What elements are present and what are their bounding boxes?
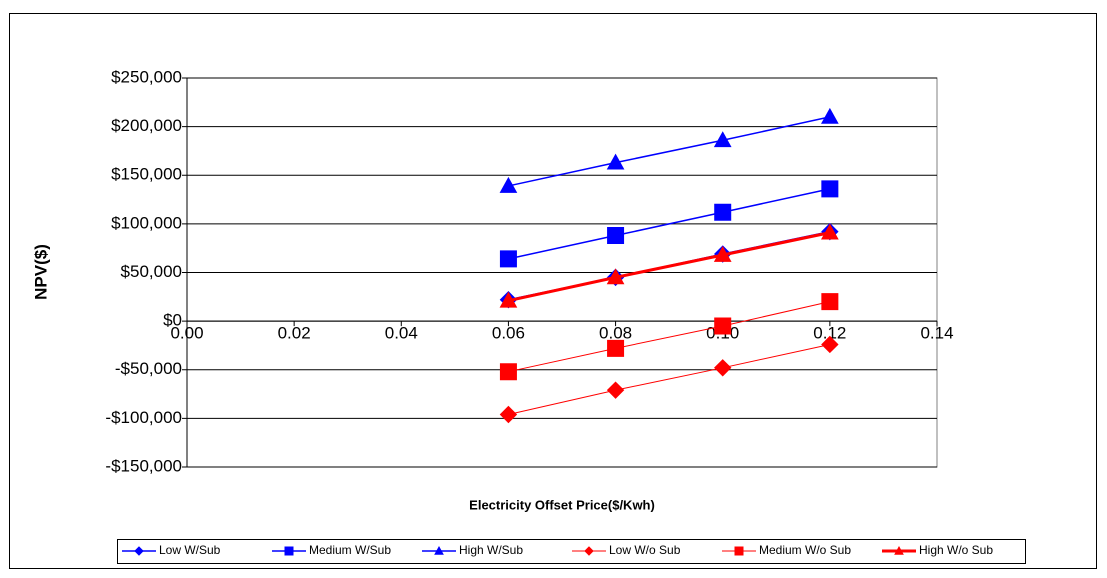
x-tick-label: 0.02 [278,324,311,343]
legend-marker [284,546,294,556]
data-point [606,268,625,285]
series-line [508,188,831,260]
data-point [821,335,839,354]
legend-marker [134,546,144,556]
y-tick-label: -$150,000 [105,456,182,475]
series-line [508,343,830,415]
data-point [714,203,732,221]
data-point [606,153,625,170]
data-point [713,131,732,148]
data-point [714,317,732,335]
data-point [607,227,625,245]
data-point [606,381,625,399]
y-tick-label: $50,000 [121,262,182,281]
legend-label: High W/o Sub [919,543,993,557]
data-point [499,176,518,193]
data-point [499,250,517,268]
legend-label: Medium W/Sub [309,543,391,557]
legend-box [117,539,1026,564]
y-tick-label: $250,000 [111,67,182,86]
legend-label: Medium W/o Sub [759,543,851,557]
data-point [713,245,732,262]
y-tick-label: $200,000 [111,116,182,135]
y-axis-title: NPV($) [31,244,50,300]
x-tick-label: 0.14 [920,324,953,343]
x-axis-title: Electricity Offset Price($/Kwh) [469,497,655,512]
y-tick-label: $150,000 [111,165,182,184]
y-tick-label: $0 [163,311,182,330]
y-tick-label: -$50,000 [115,359,182,378]
legend-label: Low W/Sub [159,543,221,557]
legend-marker [894,545,904,555]
data-point [821,107,839,124]
data-point [821,293,839,311]
data-point [499,291,518,308]
data-point [821,223,839,240]
x-tick-label: 0.00 [170,324,203,343]
data-point [714,359,732,377]
y-tick-label: $100,000 [111,213,182,232]
legend-label: High W/Sub [459,543,523,557]
series-line [508,301,830,373]
x-tick-label: 0.08 [599,324,632,343]
legend-marker [734,546,744,556]
x-tick-label: 0.04 [385,324,418,343]
series-line [508,116,831,187]
data-point [499,405,518,424]
x-tick-label: 0.06 [492,324,525,343]
legend-marker [584,546,594,556]
series-line [508,231,831,303]
legend-marker [434,545,444,555]
x-tick-label: 0.12 [813,324,846,343]
y-tick-label: -$100,000 [105,408,182,427]
data-point [499,363,517,381]
data-point [607,339,625,357]
data-point [821,180,839,198]
legend-label: Low W/o Sub [609,543,681,557]
